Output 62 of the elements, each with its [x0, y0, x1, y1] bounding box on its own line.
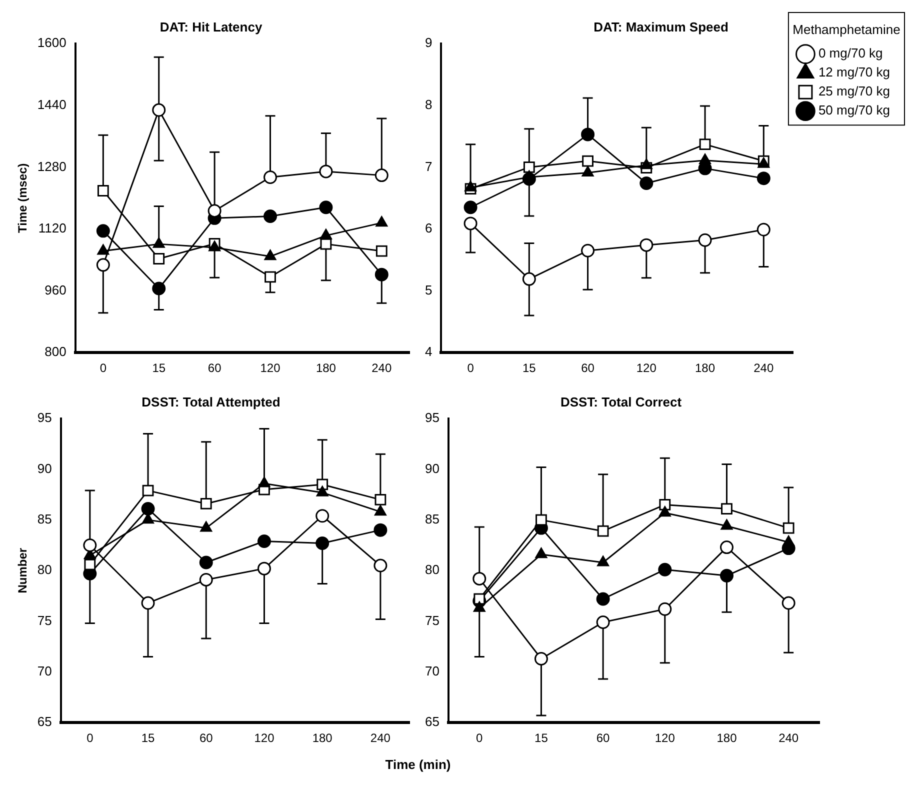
x-tick-label: 120 [636, 361, 657, 376]
chart-title: DAT: Maximum Speed [594, 19, 728, 34]
x-tick-label: 180 [316, 361, 336, 376]
x-tick-label: 0 [86, 731, 94, 746]
legend-label: 12 mg/70 kg [818, 64, 890, 80]
y-tick-label: 1600 [37, 35, 66, 50]
chart-title: DAT: Hit Latency [160, 19, 263, 34]
y-tick-label: 70 [37, 664, 52, 679]
y-tick-label: 4 [424, 344, 432, 360]
y-tick-label: 80 [424, 562, 440, 578]
x-tick-label: 120 [260, 361, 281, 376]
x-tick-label: 15 [141, 731, 156, 746]
y-tick-label: 8 [424, 96, 432, 112]
x-tick-label: 240 [778, 731, 799, 746]
chart-title: DSST: Total Correct [560, 394, 682, 410]
y-tick-label: 80 [37, 562, 52, 578]
y-tick-label: 75 [37, 612, 52, 628]
y-tick-label: 75 [424, 612, 440, 628]
x-tick-label: 240 [370, 731, 391, 746]
chart-title: DSST: Total Attempted [142, 394, 280, 410]
x-tick-label: 180 [716, 731, 738, 746]
y-tick-label: 85 [37, 512, 52, 527]
x-tick-label: 15 [522, 361, 536, 376]
x-tick-label: 120 [654, 731, 676, 746]
legend-title: Methamphetamine [792, 22, 900, 38]
y-tick-label: 90 [424, 460, 440, 476]
x-tick-label: 60 [581, 361, 595, 376]
x-tick-label: 15 [152, 361, 166, 376]
y-tick-label: 1120 [38, 220, 66, 236]
x-tick-label: 60 [199, 731, 214, 746]
y-axis-title: Number [16, 548, 30, 594]
y-tick-label: 95 [37, 410, 52, 426]
y-tick-label: 95 [424, 410, 440, 426]
y-tick-label: 9 [424, 35, 432, 50]
y-tick-label: 1280 [37, 158, 66, 174]
legend-label: 0 mg/70 kg [818, 46, 883, 61]
x-tick-label: 180 [695, 361, 716, 376]
x-tick-label: 240 [372, 361, 392, 376]
y-tick-label: 90 [37, 460, 52, 476]
x-tick-label: 0 [100, 361, 107, 376]
x-tick-label: 0 [476, 731, 484, 746]
x-tick-label: 60 [596, 731, 610, 746]
y-tick-label: 85 [424, 512, 440, 527]
y-tick-label: 6 [424, 220, 432, 236]
x-axis-title: Time (min) [384, 757, 452, 772]
y-tick-label: 800 [44, 344, 66, 360]
x-tick-label: 60 [208, 361, 222, 376]
x-tick-label: 0 [467, 361, 474, 376]
y-tick-label: 5 [424, 282, 432, 298]
y-tick-label: 65 [424, 714, 440, 730]
y-tick-label: 70 [424, 664, 440, 679]
legend-label: 25 mg/70 kg [818, 84, 890, 99]
x-tick-label: 240 [754, 361, 774, 376]
y-tick-label: 65 [37, 714, 52, 730]
legend-label: 50 mg/70 kg [818, 102, 890, 118]
y-axis-title: Time (msec) [16, 163, 30, 234]
x-tick-label: 120 [254, 731, 275, 746]
y-tick-label: 960 [44, 282, 66, 298]
y-tick-label: 1440 [37, 96, 66, 112]
x-tick-label: 15 [534, 731, 548, 746]
x-tick-label: 180 [312, 731, 333, 746]
y-tick-label: 7 [424, 158, 432, 174]
